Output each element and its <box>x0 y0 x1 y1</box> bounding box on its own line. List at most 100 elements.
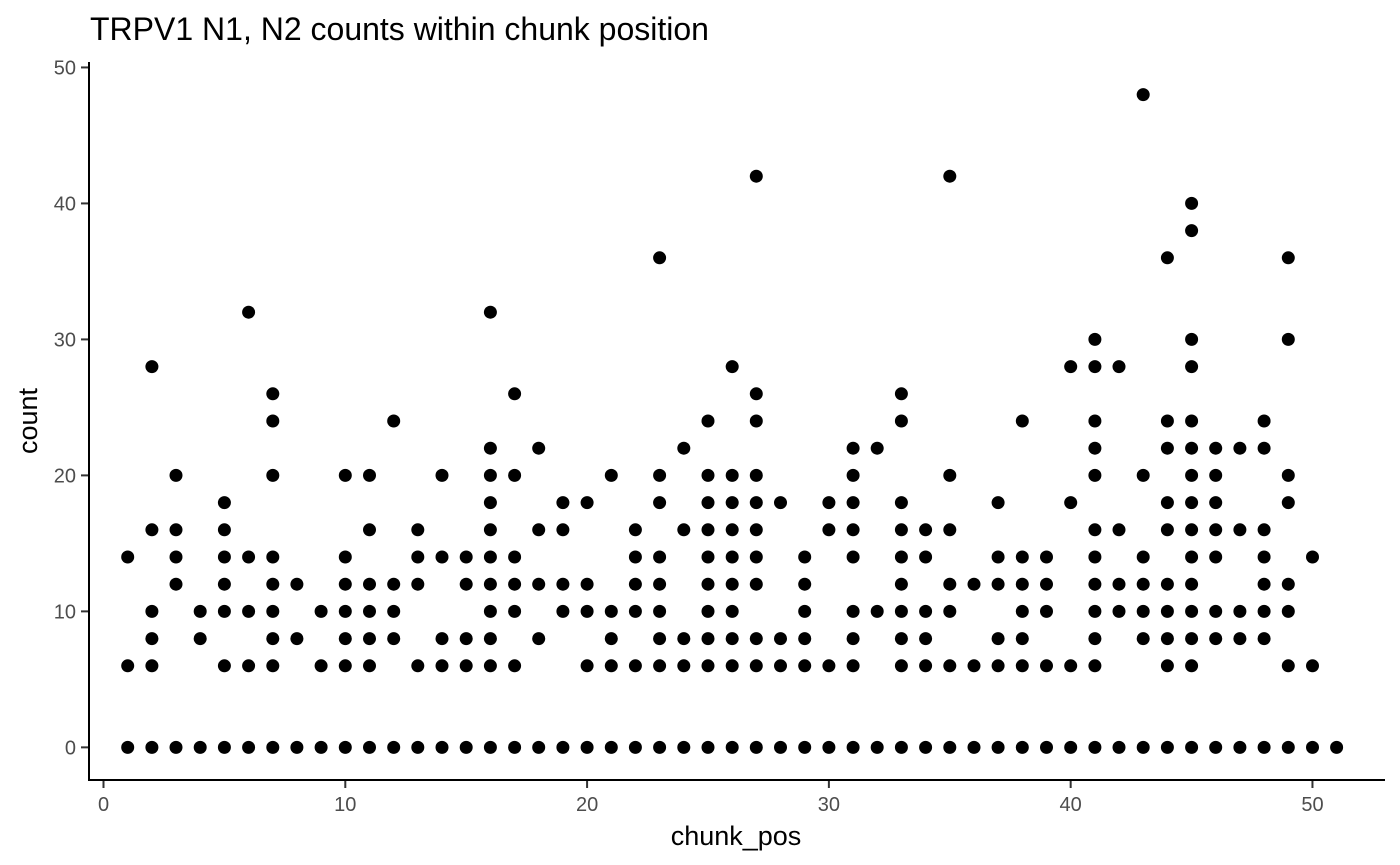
data-point <box>798 740 812 754</box>
data-point <box>701 550 715 564</box>
data-point <box>774 659 787 673</box>
data-point <box>580 604 594 618</box>
data-point <box>701 468 715 482</box>
data-point <box>894 523 908 537</box>
data-point <box>1160 496 1174 510</box>
data-point <box>822 523 836 537</box>
data-point <box>725 550 739 564</box>
data-point <box>483 550 497 564</box>
data-point <box>1306 740 1319 754</box>
data-point <box>145 523 159 537</box>
data-point <box>435 659 449 673</box>
data-point <box>459 740 473 754</box>
data-point <box>532 441 546 455</box>
data-point <box>459 659 473 673</box>
data-point <box>435 468 449 482</box>
data-point <box>725 604 739 618</box>
data-point <box>290 740 304 754</box>
data-point <box>1257 577 1271 591</box>
data-point <box>1088 523 1102 537</box>
data-point <box>532 632 546 646</box>
data-point <box>749 740 763 754</box>
data-point <box>1257 414 1271 428</box>
data-point <box>1233 441 1247 455</box>
data-point <box>1160 577 1174 591</box>
data-point <box>1330 740 1344 754</box>
data-point <box>894 604 908 618</box>
data-point <box>894 550 908 564</box>
y-tick-label: 40 <box>54 193 76 215</box>
chart-title: TRPV1 N1, N2 counts within chunk positio… <box>90 11 709 47</box>
data-point <box>1281 332 1295 346</box>
data-point <box>1112 577 1126 591</box>
data-point <box>193 604 207 618</box>
data-point <box>870 441 884 455</box>
data-point <box>919 604 933 618</box>
data-point <box>290 632 304 646</box>
data-point <box>483 740 497 754</box>
data-point <box>556 523 570 537</box>
data-point <box>894 414 908 428</box>
data-point <box>870 604 884 618</box>
data-point <box>991 550 1005 564</box>
data-point <box>653 550 667 564</box>
data-point <box>1257 523 1271 537</box>
data-point <box>1257 550 1271 564</box>
data-point <box>628 577 642 591</box>
data-point <box>919 632 933 646</box>
data-point <box>266 468 280 482</box>
data-point <box>991 740 1005 754</box>
data-point <box>314 604 328 618</box>
data-point <box>217 740 231 754</box>
data-point <box>1185 360 1199 374</box>
data-point <box>701 740 715 754</box>
data-point <box>411 740 425 754</box>
data-point <box>363 523 376 537</box>
data-point <box>1209 441 1223 455</box>
data-point <box>387 414 401 428</box>
data-point <box>1281 659 1295 673</box>
data-point <box>798 659 812 673</box>
data-point <box>919 740 933 754</box>
data-point <box>363 740 376 754</box>
data-point <box>1112 740 1126 754</box>
data-point <box>435 632 449 646</box>
data-point <box>604 604 618 618</box>
data-point <box>1040 659 1053 673</box>
data-point <box>435 550 449 564</box>
data-point <box>846 441 860 455</box>
data-point <box>411 550 425 564</box>
data-point <box>943 577 957 591</box>
data-point <box>217 604 231 618</box>
data-point <box>217 496 231 510</box>
data-point <box>169 550 183 564</box>
data-point <box>991 496 1005 510</box>
data-point <box>1257 604 1271 618</box>
data-point <box>798 604 812 618</box>
data-point <box>338 550 352 564</box>
data-point <box>314 659 328 673</box>
data-point <box>677 523 691 537</box>
data-point <box>1088 659 1102 673</box>
data-point <box>266 387 280 401</box>
data-point <box>1088 632 1102 646</box>
data-point <box>749 632 763 646</box>
data-point <box>991 632 1005 646</box>
x-tick-label: 40 <box>1060 794 1082 816</box>
data-point <box>242 550 256 564</box>
data-point <box>532 577 546 591</box>
data-point <box>1064 659 1078 673</box>
data-point <box>653 740 667 754</box>
data-point <box>1160 604 1174 618</box>
data-point <box>725 577 739 591</box>
data-point <box>266 632 280 646</box>
data-point <box>701 523 715 537</box>
data-point <box>943 740 957 754</box>
data-point <box>1112 604 1126 618</box>
data-point <box>387 604 401 618</box>
data-point <box>1088 468 1102 482</box>
data-point <box>1209 632 1223 646</box>
y-axis-ticks: 0 10 20 30 40 50 <box>54 57 88 759</box>
data-point <box>1040 577 1053 591</box>
y-tick-label: 50 <box>54 57 76 79</box>
